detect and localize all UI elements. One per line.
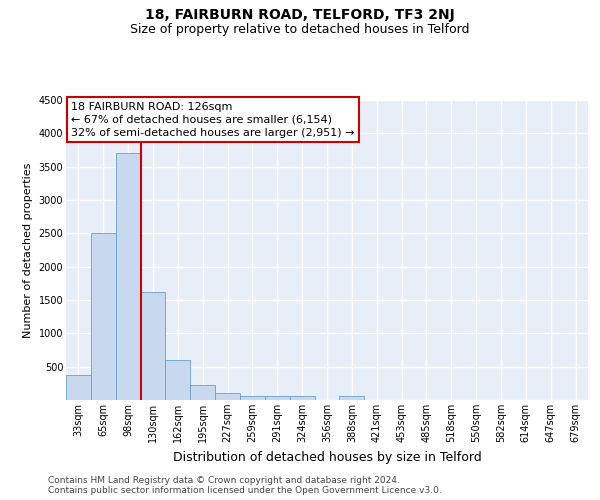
Bar	[290, 396, 314, 400]
Bar	[265, 396, 290, 400]
Text: Contains HM Land Registry data © Crown copyright and database right 2024.
Contai: Contains HM Land Registry data © Crown c…	[48, 476, 442, 495]
X-axis label: Distribution of detached houses by size in Telford: Distribution of detached houses by size …	[173, 450, 481, 464]
Bar	[190, 384, 215, 400]
Text: 18 FAIRBURN ROAD: 126sqm
← 67% of detached houses are smaller (6,154)
32% of sem: 18 FAIRBURN ROAD: 126sqm ← 67% of detach…	[71, 102, 355, 138]
Bar	[116, 154, 140, 400]
Bar	[140, 292, 166, 400]
Bar	[91, 234, 116, 400]
Y-axis label: Number of detached properties: Number of detached properties	[23, 162, 33, 338]
Bar	[340, 396, 364, 400]
Bar	[166, 360, 190, 400]
Bar	[240, 396, 265, 400]
Text: Size of property relative to detached houses in Telford: Size of property relative to detached ho…	[130, 22, 470, 36]
Bar	[66, 375, 91, 400]
Text: 18, FAIRBURN ROAD, TELFORD, TF3 2NJ: 18, FAIRBURN ROAD, TELFORD, TF3 2NJ	[145, 8, 455, 22]
Bar	[215, 392, 240, 400]
